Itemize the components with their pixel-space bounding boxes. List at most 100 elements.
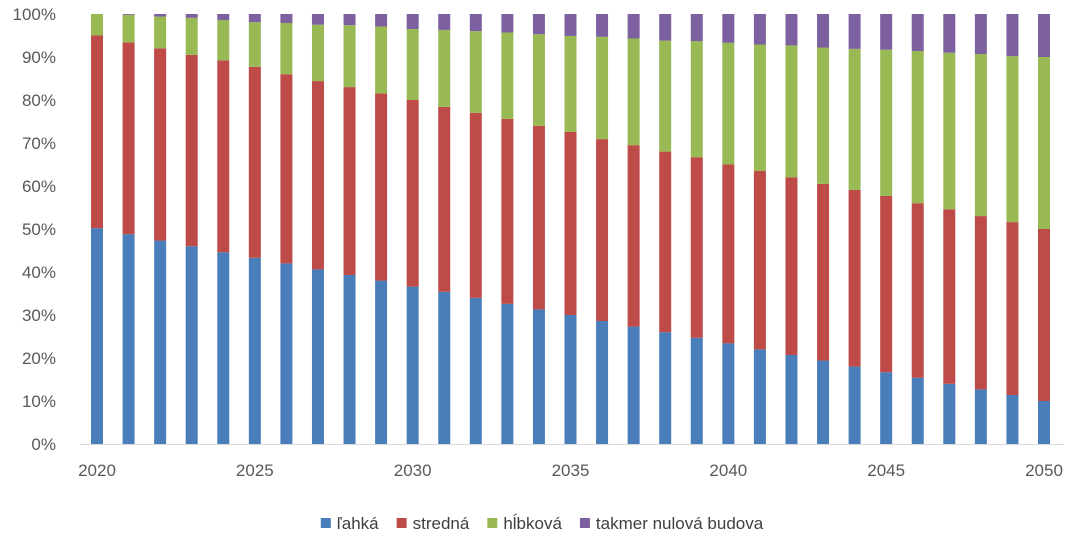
bar-segment-2-2049: [1006, 222, 1019, 395]
x-tick-label: 2045: [867, 461, 905, 480]
bar-segment-3-2020: [91, 14, 103, 36]
bar-segment-1-2044: [848, 366, 861, 444]
y-tick-label: 60%: [22, 177, 56, 196]
bar-segment-1-2048: [974, 389, 987, 444]
legend-swatch: [579, 518, 590, 528]
bar-segment-2-2030: [406, 100, 419, 287]
bar-segment-3-2040: [722, 42, 735, 165]
bar-segment-3-2046: [911, 50, 924, 204]
bar-segment-2-2038: [659, 151, 672, 333]
bar-segment-3-2030: [406, 29, 419, 100]
bar-segment-3-2048: [974, 53, 987, 217]
bar-segment-2-2031: [438, 106, 451, 292]
bar-segment-2-2026: [280, 74, 293, 264]
y-tick-label: 80%: [22, 91, 56, 110]
bar-segment-3-2038: [659, 40, 672, 152]
bar-segment-1-2031: [438, 291, 451, 444]
bar-segment-1-2039: [690, 337, 703, 444]
bar-segment-3-2037: [627, 38, 640, 146]
bar-segment-2-2046: [911, 203, 924, 378]
x-tick-label: 2030: [394, 461, 432, 480]
bar-segment-4-2029: [375, 14, 388, 27]
y-tick-label: 100%: [13, 5, 56, 24]
x-tick-label: 2035: [552, 461, 590, 480]
bar-segment-1-2045: [880, 372, 893, 444]
bar-segment-2-2029: [375, 93, 388, 281]
bar-segment-3-2043: [817, 47, 830, 184]
bar-segment-4-2032: [469, 14, 482, 32]
bar-segment-2-2027: [311, 81, 324, 270]
bar-segment-3-2036: [596, 36, 609, 140]
bar-segment-3-2025: [248, 22, 261, 67]
bar-segment-1-2020: [91, 228, 103, 444]
bar-segment-2-2022: [154, 48, 167, 241]
bar-segment-4-2021: [122, 14, 135, 15]
bar-segment-2-2045: [880, 195, 893, 373]
bar-segment-4-2043: [817, 14, 830, 48]
y-tick-label: 90%: [22, 48, 56, 67]
bar-segment-2-2037: [627, 145, 640, 327]
bar-segment-2-2023: [185, 54, 198, 247]
bar-segment-1-2038: [659, 332, 672, 444]
legend-label: stredná: [413, 514, 470, 533]
bar-segment-2-2041: [753, 170, 766, 350]
bar-segment-2-2040: [722, 164, 735, 344]
bar-segment-3-2034: [532, 34, 545, 126]
bar-segment-1-2049: [1006, 394, 1019, 444]
bar-segment-3-2047: [943, 52, 956, 210]
bar-segment-2-2035: [564, 131, 577, 315]
bar-segment-4-2046: [911, 14, 924, 51]
bar-segment-4-2042: [785, 14, 798, 46]
bar-segment-3-2050: [1038, 57, 1050, 229]
bar-segment-1-2047: [943, 383, 956, 444]
x-tick-label: 2040: [709, 461, 747, 480]
bar-segment-4-2035: [564, 14, 577, 36]
bar-segment-2-2039: [690, 157, 703, 338]
bar-segment-4-2026: [280, 14, 293, 24]
bar-segment-2-2024: [217, 60, 230, 253]
y-tick-label: 70%: [22, 134, 56, 153]
bar-segment-1-2042: [785, 354, 798, 444]
bar-segment-3-2033: [501, 32, 514, 119]
bar-segment-3-2039: [690, 41, 703, 158]
legend-swatch: [320, 518, 331, 528]
bar-segment-1-2025: [248, 257, 261, 444]
bar-segment-1-2050: [1038, 401, 1050, 444]
bar-segment-1-2041: [753, 349, 766, 444]
bar-segment-1-2022: [154, 240, 167, 444]
legend-label: takmer nulová budova: [596, 514, 764, 533]
bar-segment-1-2026: [280, 263, 293, 444]
y-tick-label: 20%: [22, 349, 56, 368]
bar-segment-2-2028: [343, 87, 356, 276]
legend-swatch: [487, 518, 498, 528]
bar-segment-4-2030: [406, 14, 419, 30]
bar-segment-4-2033: [501, 14, 514, 33]
y-tick-label: 40%: [22, 263, 56, 282]
y-tick-label: 30%: [22, 306, 56, 325]
bar-segment-4-2025: [248, 14, 261, 23]
bar-segment-4-2031: [438, 14, 451, 30]
bar-segment-4-2041: [753, 14, 766, 45]
bar-segment-3-2041: [753, 44, 766, 171]
bar-segment-1-2024: [217, 252, 230, 444]
y-tick-label: 10%: [22, 392, 56, 411]
bar-segment-1-2030: [406, 286, 419, 444]
bar-segment-4-2040: [722, 14, 735, 43]
bar-segment-1-2028: [343, 275, 356, 444]
bar-segment-1-2043: [817, 360, 830, 444]
bar-segment-3-2032: [469, 31, 482, 113]
bar-segment-1-2033: [501, 303, 514, 444]
bar-segment-4-2038: [659, 14, 672, 41]
legend-label: ľahká: [337, 514, 379, 533]
bar-segment-2-2042: [785, 177, 798, 355]
bar-segment-2-2050: [1038, 229, 1050, 401]
bar-segment-4-2044: [848, 14, 861, 49]
bar-segment-3-2023: [185, 17, 198, 55]
bar-segment-4-2049: [1006, 14, 1019, 57]
bar-segment-1-2035: [564, 315, 577, 444]
bar-segment-3-2042: [785, 45, 798, 178]
bar-segment-3-2021: [122, 14, 135, 43]
bar-segment-3-2045: [880, 49, 893, 196]
bar-segment-3-2028: [343, 25, 356, 88]
